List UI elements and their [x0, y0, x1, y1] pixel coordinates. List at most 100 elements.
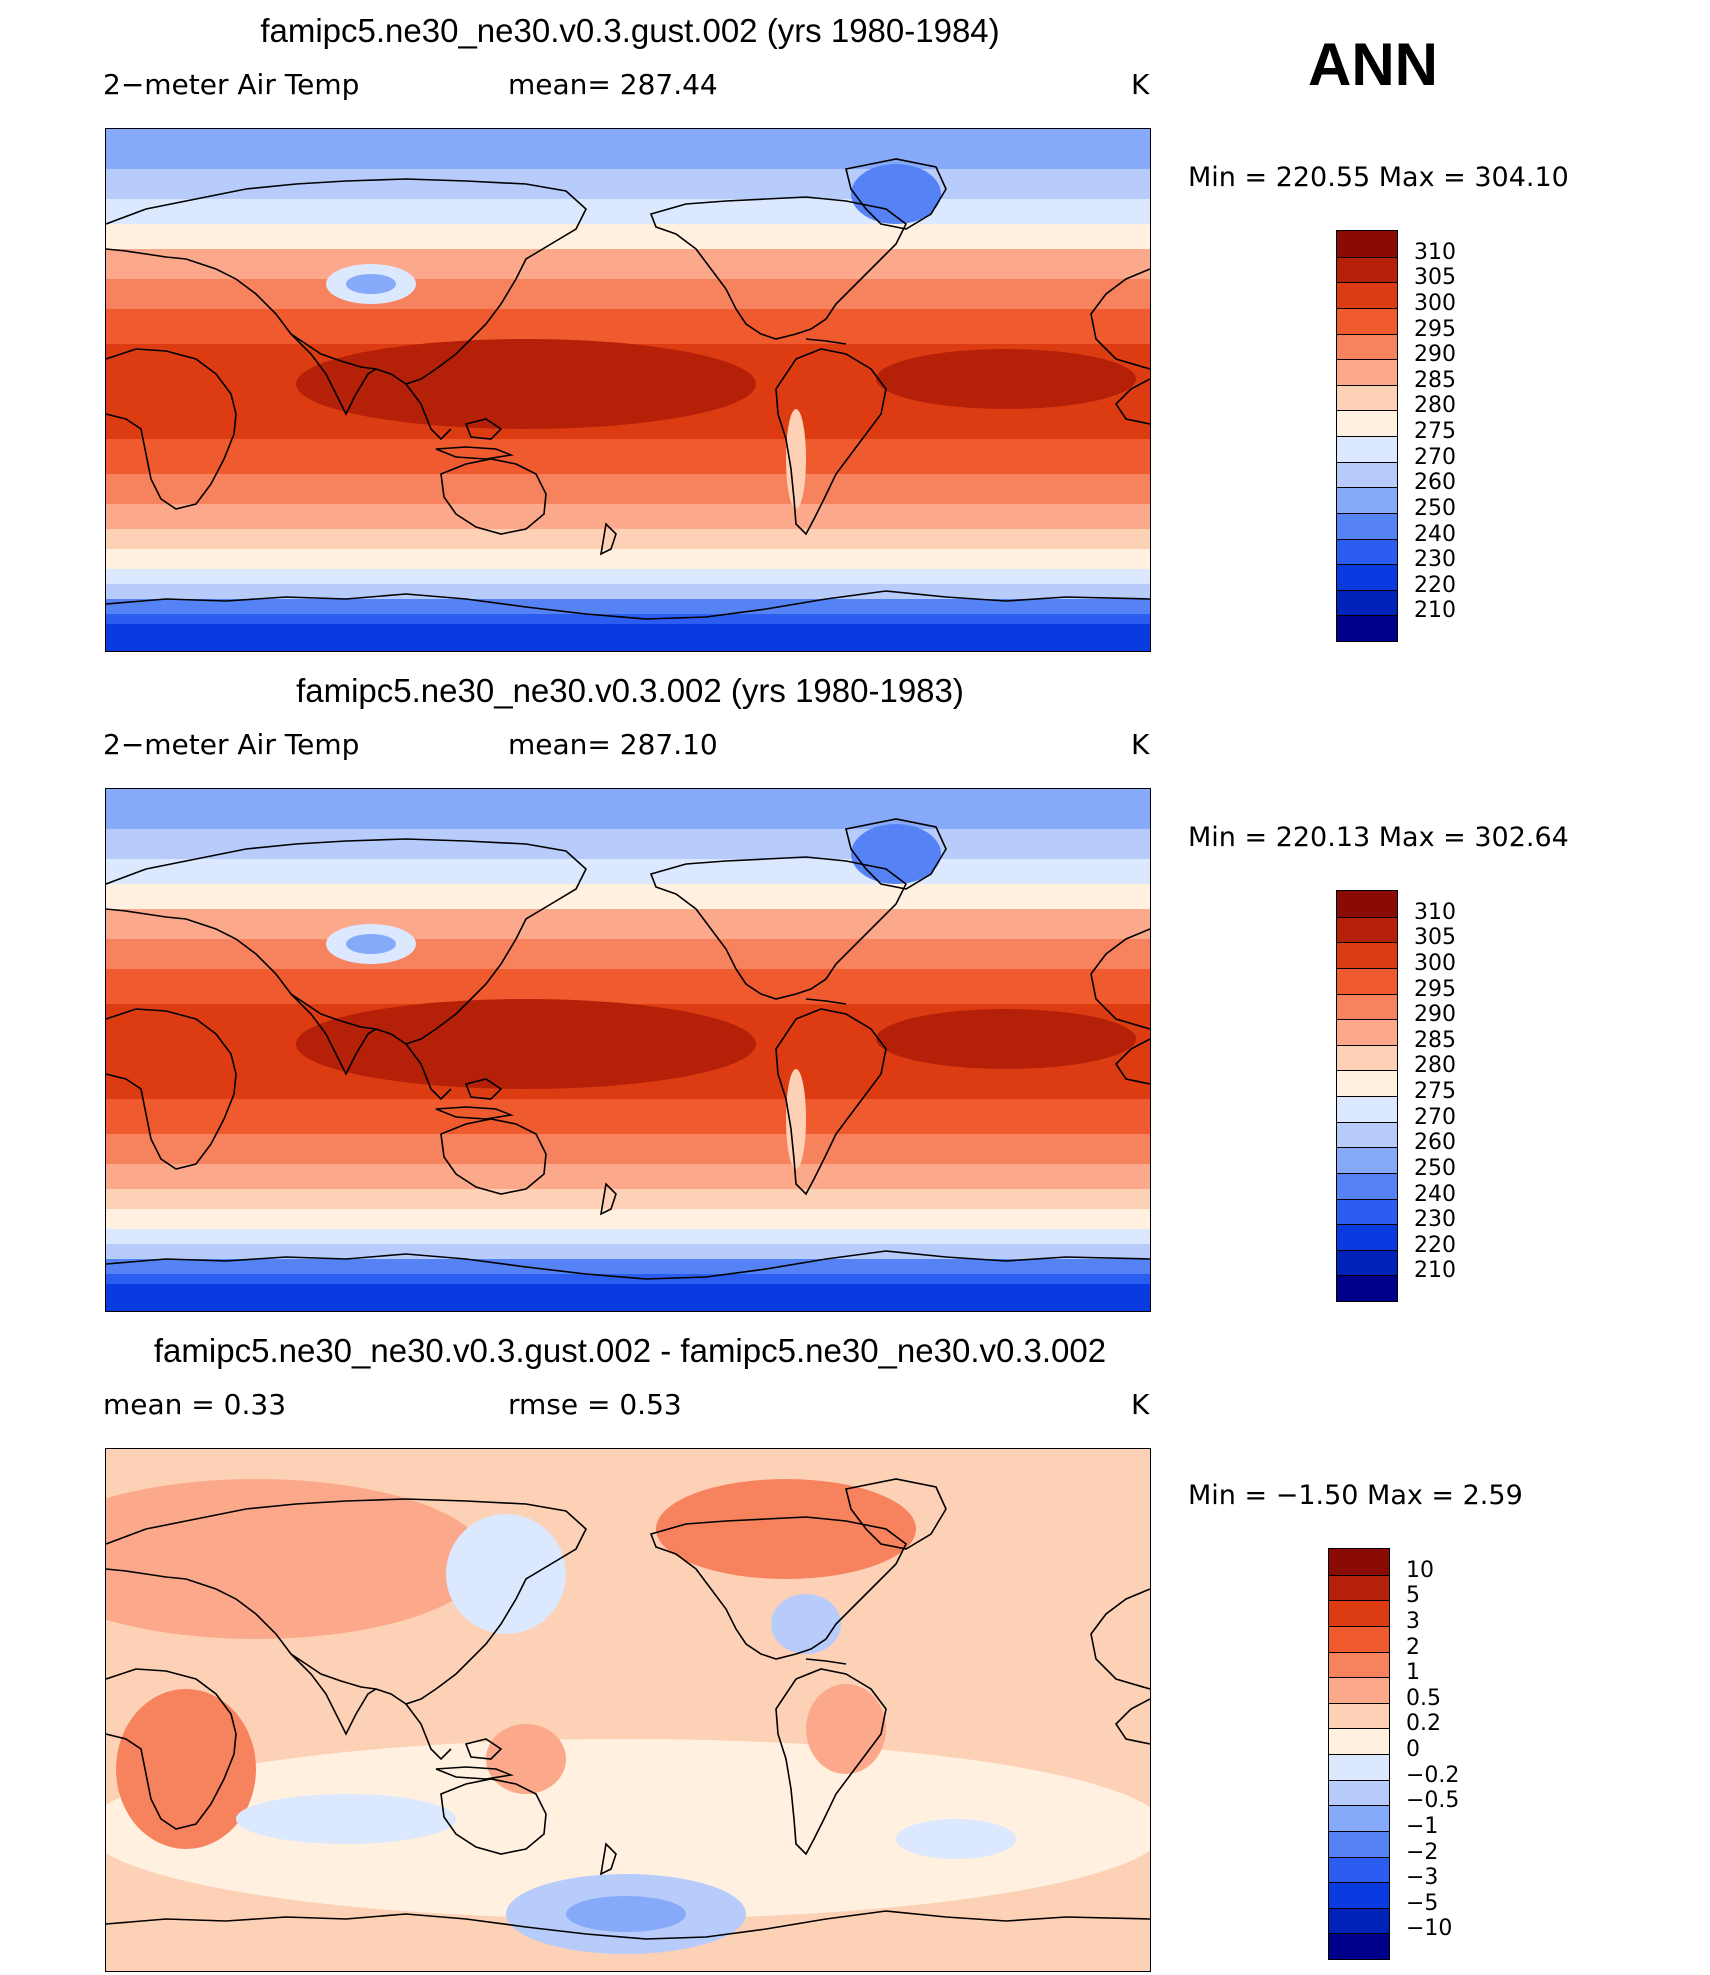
colorbar-box — [1329, 1933, 1389, 1959]
colorbar-label: 310 — [1414, 899, 1456, 925]
colorbar-box — [1329, 1625, 1389, 1652]
colorbar-box — [1329, 1805, 1389, 1831]
colorbar-label: −2 — [1406, 1839, 1439, 1865]
colorbar-box — [1337, 282, 1397, 308]
colorbar-label: 250 — [1414, 495, 1456, 521]
colorbar-box — [1337, 256, 1397, 283]
colorbar-label: 0.5 — [1406, 1685, 1441, 1711]
colorbar-label: 285 — [1414, 367, 1456, 393]
colorbar-label: 240 — [1414, 1181, 1456, 1207]
colorbar-label: −0.2 — [1406, 1762, 1460, 1788]
minmax-label: Min = −1.50 Max = 2.59 — [1188, 1480, 1523, 1511]
colorbar-label: 305 — [1414, 925, 1456, 951]
map-plot — [105, 128, 1151, 652]
colorbar-label: 310 — [1414, 239, 1456, 265]
colorbar-box — [1337, 1044, 1397, 1071]
colorbar-label: −3 — [1406, 1865, 1439, 1891]
colorbar-box — [1329, 1882, 1389, 1908]
colorbar-box — [1329, 1779, 1389, 1806]
panel-case2: famipc5.ne30_ne30.v0.3.002 (yrs 1980-198… — [0, 660, 1710, 1315]
colorbar-box — [1337, 307, 1397, 334]
panel-difference: famipc5.ne30_ne30.v0.3.gust.002 - famipc… — [0, 1320, 1710, 1975]
colorbar-label: 300 — [1414, 950, 1456, 976]
colorbar-box — [1337, 1121, 1397, 1148]
colorbar-box — [1329, 1754, 1389, 1780]
colorbar-label: 230 — [1414, 547, 1456, 573]
colorbar-box — [1337, 1147, 1397, 1173]
colorbar-label: 210 — [1414, 598, 1456, 624]
colorbar-box — [1337, 231, 1397, 257]
colorbar-label: 290 — [1414, 342, 1456, 368]
colorbar-label: 290 — [1414, 1002, 1456, 1028]
units-label: K — [1131, 68, 1150, 101]
colorbar-box — [1337, 538, 1397, 565]
panel-title: famipc5.ne30_ne30.v0.3.gust.002 (yrs 198… — [260, 12, 1000, 49]
colorbar-box — [1337, 891, 1397, 917]
rmse-label: rmse = 0.53 — [508, 1388, 682, 1421]
colorbar-box — [1337, 384, 1397, 411]
colorbar — [1336, 890, 1398, 1302]
colorbar-label: −5 — [1406, 1890, 1439, 1916]
colorbar-label: 210 — [1414, 1258, 1456, 1284]
minmax-label: Min = 220.13 Max = 302.64 — [1188, 822, 1569, 853]
colorbar-label: 300 — [1414, 290, 1456, 316]
colorbar-label: −1 — [1406, 1813, 1439, 1839]
colorbar-label: 270 — [1414, 1104, 1456, 1130]
panel-title: famipc5.ne30_ne30.v0.3.002 (yrs 1980-198… — [296, 672, 964, 709]
mean-label: mean = 0.33 — [103, 1388, 287, 1421]
colorbar-label: 260 — [1414, 1130, 1456, 1156]
colorbar-box — [1337, 1070, 1397, 1096]
units-label: K — [1131, 728, 1150, 761]
mean-label: mean= 287.44 — [508, 68, 718, 101]
colorbar-box — [1337, 967, 1397, 994]
units-label: K — [1131, 1388, 1150, 1421]
colorbar-label: 220 — [1414, 572, 1456, 598]
colorbar-box — [1337, 1198, 1397, 1225]
colorbar-label: 280 — [1414, 393, 1456, 419]
colorbar-label: −0.5 — [1406, 1788, 1460, 1814]
colorbar-box — [1337, 410, 1397, 436]
colorbar-label: 285 — [1414, 1027, 1456, 1053]
colorbar-label: 270 — [1414, 444, 1456, 470]
variable-label: 2−meter Air Temp — [103, 728, 360, 761]
colorbar-box — [1337, 1019, 1397, 1045]
colorbar-box — [1329, 1600, 1389, 1626]
minmax-label: Min = 220.55 Max = 304.10 — [1188, 162, 1569, 193]
colorbar-label: 295 — [1414, 316, 1456, 342]
colorbar-label: 305 — [1414, 265, 1456, 291]
colorbar — [1328, 1548, 1390, 1960]
colorbar-label: 275 — [1414, 1079, 1456, 1104]
panel-case1: famipc5.ne30_ne30.v0.3.gust.002 (yrs 198… — [0, 0, 1710, 655]
colorbar-label: 280 — [1414, 1053, 1456, 1079]
colorbar-label: −10 — [1406, 1916, 1453, 1942]
colorbar-box — [1337, 1096, 1397, 1122]
colorbar-box — [1337, 1249, 1397, 1276]
colorbar-label: 295 — [1414, 976, 1456, 1002]
colorbar-box — [1329, 1574, 1389, 1601]
colorbar-label: 10 — [1406, 1557, 1434, 1583]
colorbar-box — [1329, 1856, 1389, 1883]
map-plot — [105, 788, 1151, 1312]
colorbar-box — [1337, 1275, 1397, 1301]
colorbar-box — [1337, 916, 1397, 943]
colorbar-label: 230 — [1414, 1207, 1456, 1233]
colorbar-box — [1337, 942, 1397, 968]
colorbar-label: 240 — [1414, 521, 1456, 547]
colorbar-box — [1337, 993, 1397, 1020]
colorbar-box — [1337, 436, 1397, 462]
colorbar-box — [1329, 1651, 1389, 1678]
colorbar-label: 1 — [1406, 1660, 1420, 1686]
colorbar-box — [1337, 564, 1397, 590]
colorbar-box — [1329, 1907, 1389, 1934]
season-label: ANN — [1308, 31, 1438, 98]
colorbar-box — [1329, 1728, 1389, 1754]
colorbar-box — [1329, 1549, 1389, 1575]
colorbar-box — [1329, 1702, 1389, 1729]
panel-title: famipc5.ne30_ne30.v0.3.gust.002 - famipc… — [153, 1332, 1107, 1369]
colorbar-box — [1337, 1224, 1397, 1250]
colorbar-label: 2 — [1406, 1634, 1420, 1660]
colorbar-box — [1337, 333, 1397, 360]
colorbar-label: 3 — [1406, 1608, 1420, 1634]
colorbar-box — [1337, 461, 1397, 488]
colorbar-box — [1337, 512, 1397, 539]
